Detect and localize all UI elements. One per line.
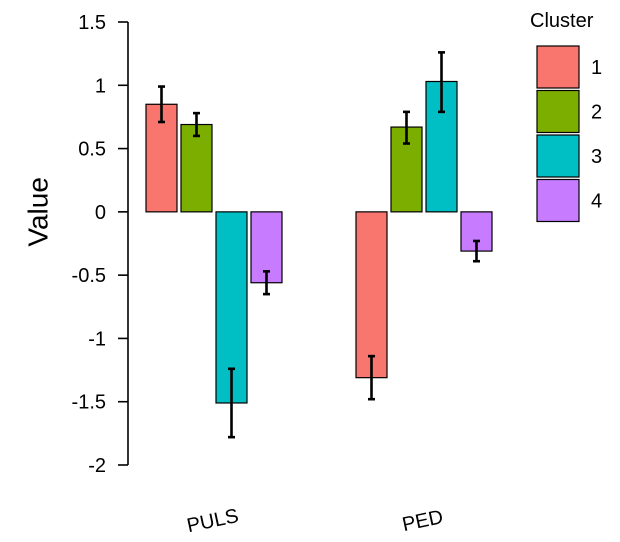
y-tick-label: -1.5	[72, 392, 106, 414]
y-tick-label: 0.5	[78, 139, 106, 161]
bar-puls-cluster-2	[180, 123, 213, 213]
error-bar-puls-cluster-1	[158, 85, 165, 124]
legend-label-1: 1	[591, 57, 602, 79]
error-bar-ped-cluster-1	[368, 354, 375, 401]
y-tick-label: 1	[95, 75, 106, 97]
y-tick-label: -1	[88, 328, 106, 350]
legend-title: Cluster	[530, 10, 594, 32]
legend-swatch-3	[536, 134, 580, 178]
error-bar-ped-cluster-4	[473, 239, 480, 263]
category-label-puls: PULS	[185, 505, 241, 537]
error-bar-ped-cluster-2	[403, 110, 410, 145]
error-bar-puls-cluster-3	[228, 367, 235, 439]
x-axis-labels: PULS PED	[185, 505, 445, 537]
error-bars	[158, 51, 480, 439]
y-tick-label: -2	[88, 455, 106, 477]
legend-swatch-2	[536, 89, 580, 134]
y-tick-label: 1.5	[78, 12, 106, 34]
error-bar-puls-cluster-4	[263, 270, 270, 296]
category-label-ped: PED	[400, 506, 445, 536]
legend-label-4: 4	[591, 191, 602, 213]
y-axis-title: Value	[22, 177, 53, 247]
legend-swatch-1	[536, 45, 580, 89]
error-bar-puls-cluster-2	[193, 111, 200, 138]
legend-label-3: 3	[591, 146, 602, 168]
legend-label-2: 2	[591, 102, 602, 124]
legend-swatch-4	[536, 178, 580, 223]
y-tick-label: 0	[95, 202, 106, 224]
y-tick-label: -0.5	[72, 265, 106, 287]
bars	[145, 80, 493, 404]
bar-ped-cluster-1	[355, 211, 388, 379]
y-axis: 1.5 1 0.5 0 -0.5 -1 -1.5 -2	[72, 12, 129, 477]
legend: Cluster 1 2 3 4	[530, 10, 602, 223]
error-bar-ped-cluster-3	[438, 51, 445, 114]
